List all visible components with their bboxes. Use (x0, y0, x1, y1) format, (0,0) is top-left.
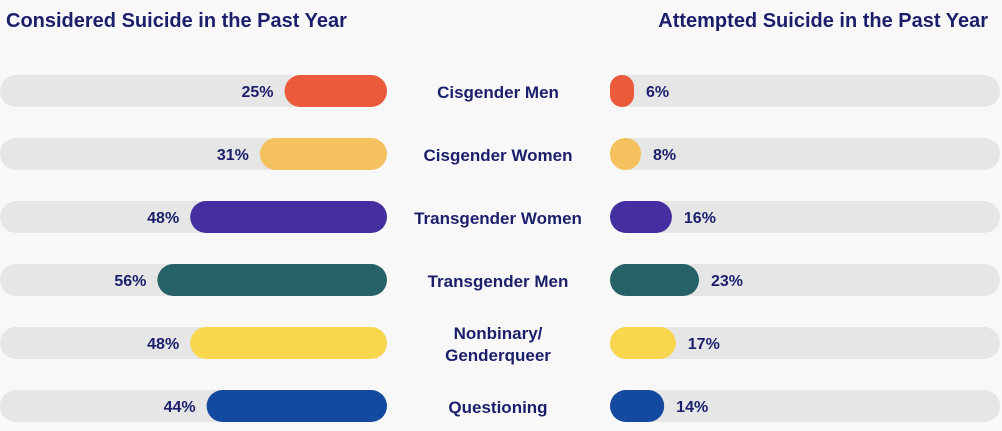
right-value-label-0: 6% (646, 84, 669, 101)
left-value-label-5: 44% (164, 399, 196, 416)
left-bar-2 (190, 201, 387, 233)
right-value-label-5: 14% (676, 399, 708, 416)
left-bar-4 (190, 327, 387, 359)
right-chart-title: Attempted Suicide in the Past Year (658, 10, 988, 32)
left-bar-0 (284, 75, 387, 107)
left-chart-title: Considered Suicide in the Past Year (6, 10, 347, 32)
right-bar-2 (610, 201, 672, 233)
right-track-0 (610, 75, 1000, 107)
right-bar-1 (610, 138, 641, 170)
right-track-3 (610, 264, 1000, 296)
category-label-line: Genderqueer (445, 346, 551, 365)
category-label-1: Cisgender Women (424, 146, 573, 165)
right-track-5 (610, 390, 1000, 422)
category-label-3: Transgender Men (428, 272, 569, 291)
right-track-1 (610, 138, 1000, 170)
right-bar-4 (610, 327, 676, 359)
left-value-label-3: 56% (114, 273, 146, 290)
category-label-2: Transgender Women (414, 209, 582, 228)
chart-rows: 25% Cisgender Men 6% 31% Cisgender Women 8% 48… (0, 75, 1000, 422)
right-track-4 (610, 327, 1000, 359)
category-label-0: Cisgender Men (437, 83, 559, 102)
left-bar-5 (206, 390, 387, 422)
right-value-label-1: 8% (653, 147, 676, 164)
category-label-4: Nonbinary/Genderqueer (445, 324, 551, 365)
left-value-label-0: 25% (241, 84, 273, 101)
right-bar-0 (610, 75, 634, 107)
right-value-label-2: 16% (684, 210, 716, 227)
right-value-label-4: 17% (688, 336, 720, 353)
right-bar-5 (610, 390, 665, 422)
right-bar-3 (610, 264, 700, 296)
category-label-line: Nonbinary/ (454, 324, 543, 343)
left-bar-1 (259, 138, 387, 170)
right-track-2 (610, 201, 1000, 233)
category-label-5: Questioning (448, 398, 547, 417)
right-value-label-3: 23% (711, 273, 743, 290)
left-value-label-2: 48% (147, 210, 179, 227)
left-value-label-1: 31% (217, 147, 249, 164)
left-value-label-4: 48% (147, 336, 179, 353)
left-bar-3 (157, 264, 387, 296)
